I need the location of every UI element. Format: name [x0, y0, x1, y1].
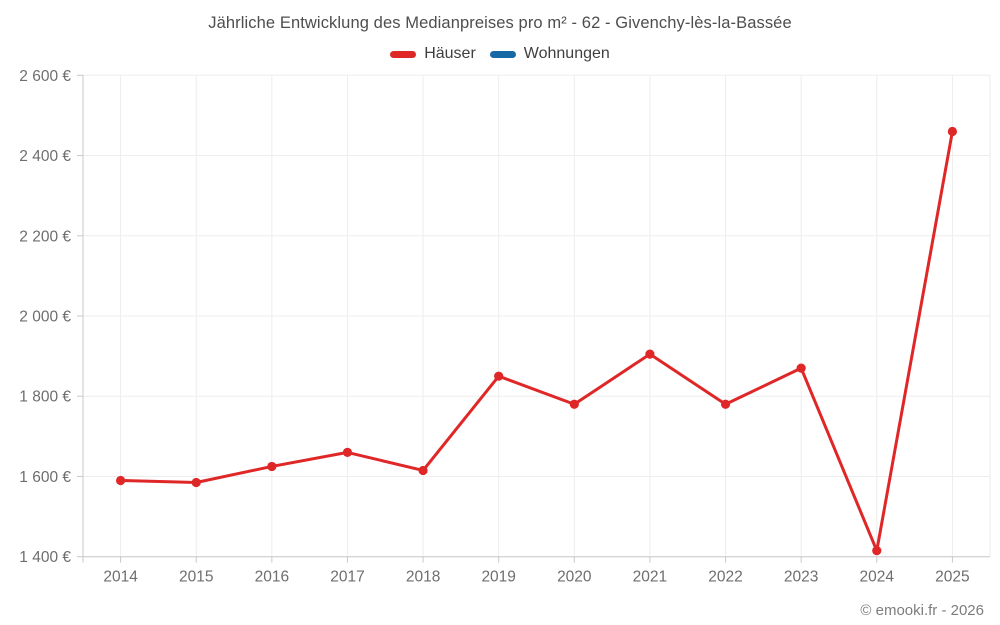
x-tick-label: 2018 [406, 569, 440, 586]
data-point[interactable] [872, 546, 882, 556]
legend-label-haeuser: Häuser [424, 45, 476, 62]
y-tick-label: 2 200 € [19, 228, 71, 245]
y-tick-label: 1 600 € [19, 469, 71, 486]
y-tick-label: 1 400 € [19, 549, 71, 566]
x-tick-label: 2017 [330, 569, 364, 586]
copyright: © emooki.fr - 2026 [860, 602, 984, 619]
data-point[interactable] [116, 475, 126, 486]
haeuser-series-swatch-icon [390, 50, 417, 58]
y-tick-label: 2 600 € [19, 68, 71, 85]
x-tick-label: 2020 [557, 569, 592, 586]
data-point[interactable] [267, 461, 277, 472]
x-tick-label: 2019 [481, 569, 515, 586]
data-point[interactable] [418, 465, 428, 476]
data-point[interactable] [645, 349, 655, 359]
legend-item-wohnungen[interactable]: Wohnungen [489, 45, 610, 63]
wohnungen-series-swatch-icon [489, 50, 516, 58]
legend-label-wohnungen: Wohnungen [523, 45, 610, 62]
data-point[interactable] [569, 399, 579, 409]
x-tick-label: 2025 [935, 569, 969, 586]
x-tick-label: 2023 [784, 569, 818, 586]
y-tick-label: 2 000 € [19, 309, 71, 326]
x-tick-label: 2016 [255, 569, 289, 586]
x-tick-label: 2024 [860, 569, 895, 586]
x-tick-label: 2022 [708, 569, 742, 586]
data-point[interactable] [796, 363, 806, 373]
legend-item-haeuser[interactable]: Häuser [390, 45, 476, 63]
data-point[interactable] [494, 371, 504, 381]
chart-legend: Häuser Wohnungen [0, 45, 1000, 63]
x-tick-label: 2021 [633, 569, 667, 586]
data-point[interactable] [720, 399, 731, 409]
data-point[interactable] [947, 126, 958, 137]
y-tick-label: 2 400 € [19, 148, 71, 165]
chart-title: Jährliche Entwicklung des Medianpreises … [208, 14, 792, 32]
data-point[interactable] [342, 447, 353, 457]
x-tick-label: 2014 [103, 569, 138, 586]
y-tick-label: 1 800 € [19, 389, 71, 406]
data-point[interactable] [191, 477, 201, 488]
series-line [119, 129, 954, 553]
x-tick-label: 2015 [179, 569, 213, 586]
